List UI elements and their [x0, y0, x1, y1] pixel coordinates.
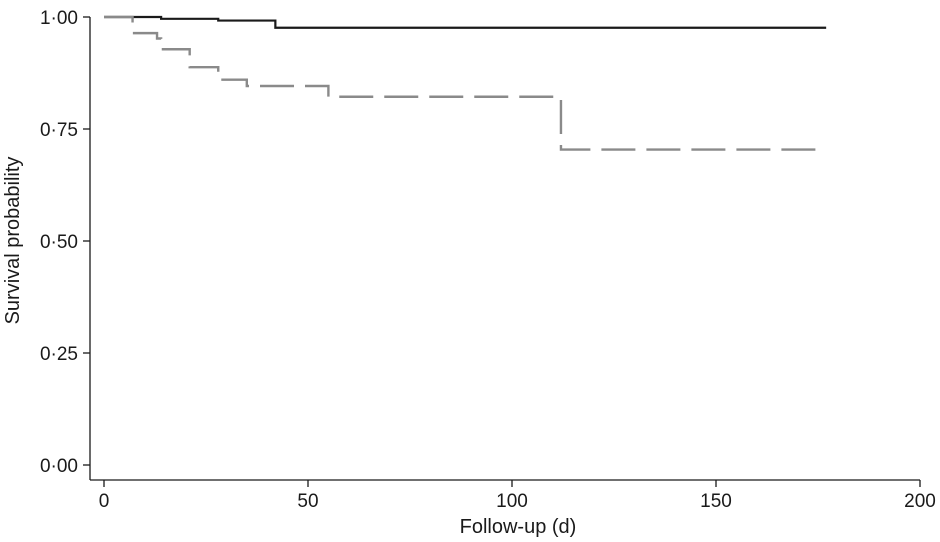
- x-ticks-layer: 0 50 100 150 200: [99, 480, 936, 512]
- y-tick-label: 1·00: [40, 8, 78, 29]
- survival-curve-dashed: [104, 15, 818, 151]
- axes-layer: [89, 17, 920, 481]
- y-ticks-layer: 0·00 0·25 0·50 0·75 1·00: [40, 8, 90, 477]
- series-layer: [104, 15, 827, 151]
- x-tick-label: 100: [496, 491, 528, 512]
- x-axis-title: Follow-up (d): [460, 516, 577, 538]
- y-tick-label: 0·25: [40, 344, 78, 365]
- survival-curve-solid: [104, 15, 827, 29]
- y-tick-label: 0·75: [40, 120, 78, 141]
- y-tick-label: 0·50: [40, 232, 78, 253]
- y-tick-label: 0·00: [40, 456, 78, 477]
- x-tick-label: 50: [297, 491, 318, 512]
- x-tick-label: 0: [99, 491, 110, 512]
- x-tick-label: 200: [904, 491, 936, 512]
- y-axis-title: Survival probability: [2, 157, 24, 325]
- x-tick-label: 150: [700, 491, 732, 512]
